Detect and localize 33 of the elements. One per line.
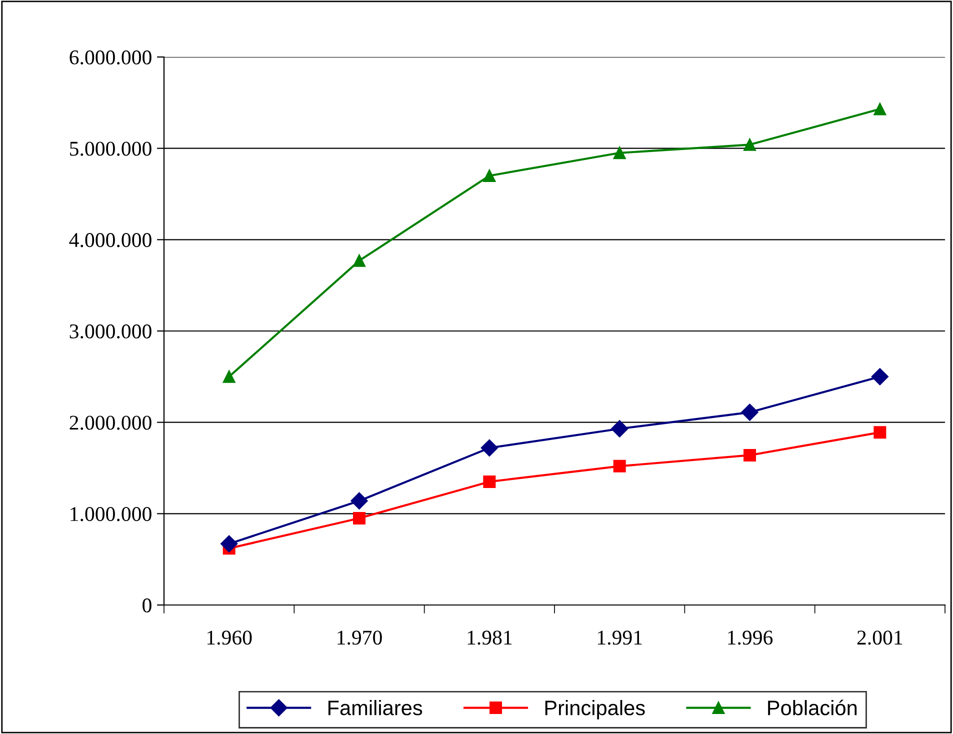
point: [741, 404, 758, 421]
x-tick-label: 1.960: [207, 630, 252, 645]
point: [353, 254, 366, 267]
y-tick-label: 0: [142, 598, 152, 612]
y-tick-label: 5.000.000: [70, 142, 152, 156]
point: [744, 138, 756, 151]
legend-label: Población: [768, 700, 857, 716]
x-tick-label: 2.001: [857, 630, 902, 645]
y-tick-label: 3.000.000: [70, 324, 152, 339]
point: [874, 102, 886, 116]
point: [480, 439, 498, 456]
point: [613, 146, 626, 160]
point: [222, 370, 236, 383]
y-tick-label: 2.000.000: [70, 416, 152, 430]
x-tick-label: 1.996: [728, 630, 773, 645]
x-tick-label: 1.970: [338, 630, 382, 645]
x-tick-label: 1.981: [468, 630, 512, 645]
point: [744, 448, 756, 462]
y-tick-label: 4.000.000: [69, 233, 152, 248]
point: [613, 460, 626, 472]
point: [483, 475, 496, 488]
legend-label: Principales: [545, 700, 645, 720]
point: [350, 492, 368, 510]
y-tick-label: 1.000.000: [70, 507, 152, 522]
point: [220, 535, 238, 552]
legend-label: Familiares: [328, 700, 422, 716]
point: [353, 512, 366, 524]
x-tick-label: 1.991: [598, 630, 642, 645]
point: [483, 169, 496, 182]
point: [871, 368, 888, 386]
point: [874, 426, 886, 439]
y-tick-label: 6.000.000: [70, 50, 152, 65]
point: [611, 420, 628, 438]
